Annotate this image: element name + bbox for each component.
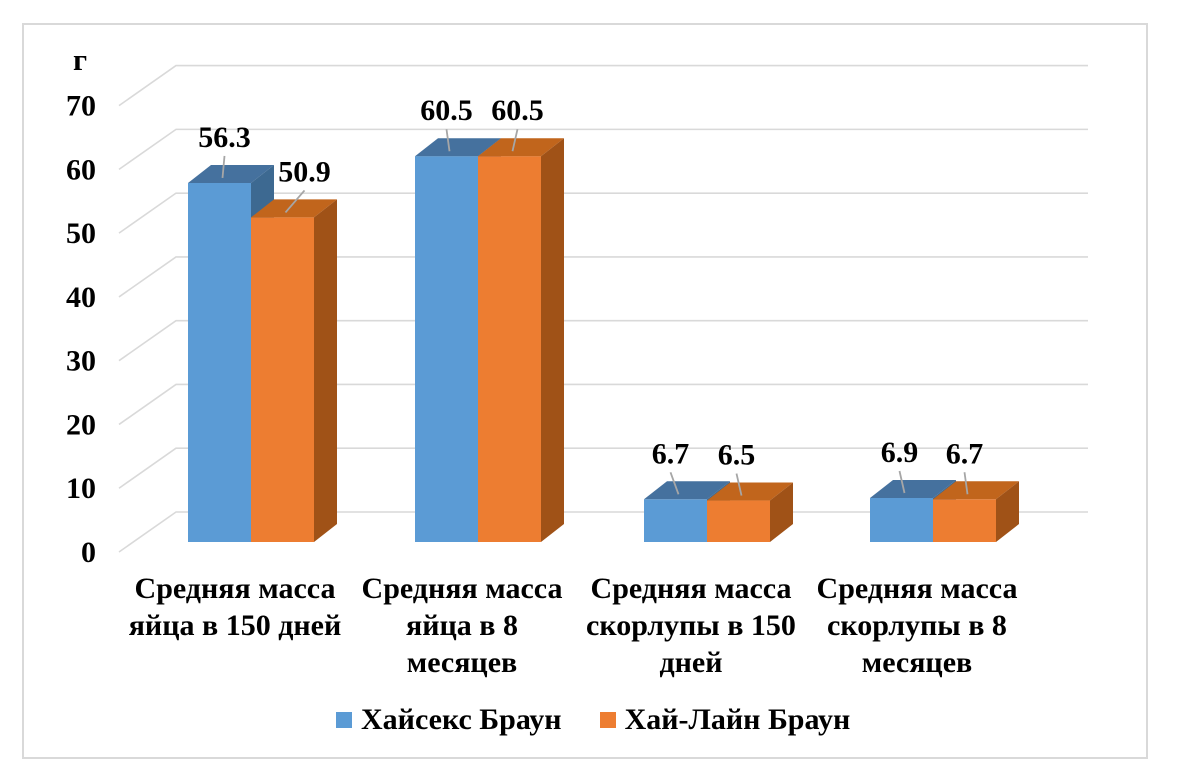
- category-label-line: яйца в 150 дней: [128, 609, 342, 642]
- gridline: [118, 128, 1088, 171]
- category-label-2: Средняя масса яйца в 8 месяцев: [312, 570, 612, 681]
- category-label-line: яйца в 8: [405, 609, 518, 642]
- bar-front-0-0: [188, 182, 251, 542]
- legend-label: Хай-Лайн Браун: [624, 703, 851, 736]
- data-label-leader: [735, 473, 743, 496]
- y-tick-label: 60: [66, 153, 96, 186]
- data-label-0-1: 60.5: [420, 94, 473, 127]
- y-axis-unit-label: г: [72, 42, 88, 77]
- gridline: [118, 192, 1088, 234]
- category-label-3: Средняя масса скорлупы в 150 дней: [541, 570, 841, 681]
- bar-side-1-0: [314, 199, 337, 542]
- legend-label: Хайсекс Браун: [361, 703, 562, 736]
- legend-swatch-blue: [336, 712, 352, 728]
- gridline: [118, 256, 1088, 298]
- y-tick-label: 30: [66, 345, 96, 378]
- category-label-4: Средняя масса скорлупы в 8 месяцев: [767, 570, 1067, 681]
- bar-front-1-1: [478, 156, 541, 542]
- y-tick-label: 50: [66, 217, 96, 250]
- gridline: [118, 319, 1088, 362]
- data-label-leader: [963, 472, 969, 495]
- bar-top-0-2: [644, 481, 730, 500]
- category-label-line: Средняя масса: [590, 572, 792, 605]
- category-label-line: Средняя масса: [816, 572, 1018, 605]
- y-tick-label: 20: [66, 408, 96, 441]
- legend-item-series-2: Хай-Лайн Браун: [599, 703, 851, 737]
- y-tick-label: 10: [66, 472, 96, 505]
- data-label-1-1: 60.5: [491, 94, 544, 127]
- data-label-leader: [284, 189, 306, 213]
- category-label-line: скорлупы в 8: [827, 609, 1007, 642]
- data-label-leader: [445, 129, 451, 152]
- category-label-line: дней: [659, 646, 723, 679]
- data-label-0-2: 6.7: [652, 437, 690, 470]
- category-label-line: месяцев: [861, 646, 973, 679]
- bar-side-1-1: [541, 138, 564, 542]
- category-label-line: Средняя масса: [134, 572, 336, 605]
- bar-front-0-1: [415, 156, 478, 542]
- data-label-0-3: 6.9: [881, 436, 919, 469]
- gridline: [118, 447, 1088, 489]
- legend-item-series-1: Хайсекс Браун: [336, 703, 562, 737]
- bar-top-1-2: [707, 482, 793, 501]
- bar-front-0-3: [870, 497, 933, 542]
- category-label-line: скорлупы в 150: [586, 609, 796, 642]
- bar-side-1-3: [996, 481, 1019, 542]
- category-label-line: Средняя масса: [361, 572, 563, 605]
- bar-front-0-2: [644, 499, 707, 542]
- gridline: [118, 64, 1088, 107]
- legend-swatch-orange: [599, 712, 616, 728]
- y-tick-label: 40: [66, 281, 96, 314]
- bar-top-0-3: [870, 479, 956, 498]
- y-tick-label: 0: [81, 536, 96, 569]
- data-label-1-2: 6.5: [718, 439, 756, 472]
- data-label-leader: [511, 128, 519, 152]
- category-label-line: месяцев: [406, 646, 518, 679]
- y-tick-label: 70: [66, 90, 96, 123]
- bar-top-1-0: [251, 199, 337, 218]
- data-label-leader: [669, 471, 680, 495]
- data-label-1-0: 50.9: [278, 155, 331, 188]
- bar-top-0-0: [188, 164, 274, 183]
- data-label-leader: [221, 155, 226, 179]
- data-label-1-3: 6.7: [946, 437, 984, 470]
- data-label-0-0: 56.3: [198, 121, 251, 154]
- bar-front-1-2: [707, 500, 770, 542]
- bar-front-1-3: [933, 499, 996, 542]
- chart-frame: [22, 23, 1148, 759]
- bar-top-1-3: [933, 481, 1019, 500]
- gridline: [118, 383, 1088, 426]
- bar-front-1-0: [251, 217, 314, 542]
- bar-top-1-1: [478, 138, 564, 157]
- data-label-leader: [898, 470, 906, 494]
- legend: Хайсекс Браун Хай-Лайн Браун: [336, 703, 850, 737]
- category-label-1: Средняя масса яйца в 150 дней: [85, 570, 385, 644]
- bar-top-0-1: [415, 138, 501, 157]
- bar-side-1-2: [770, 482, 793, 542]
